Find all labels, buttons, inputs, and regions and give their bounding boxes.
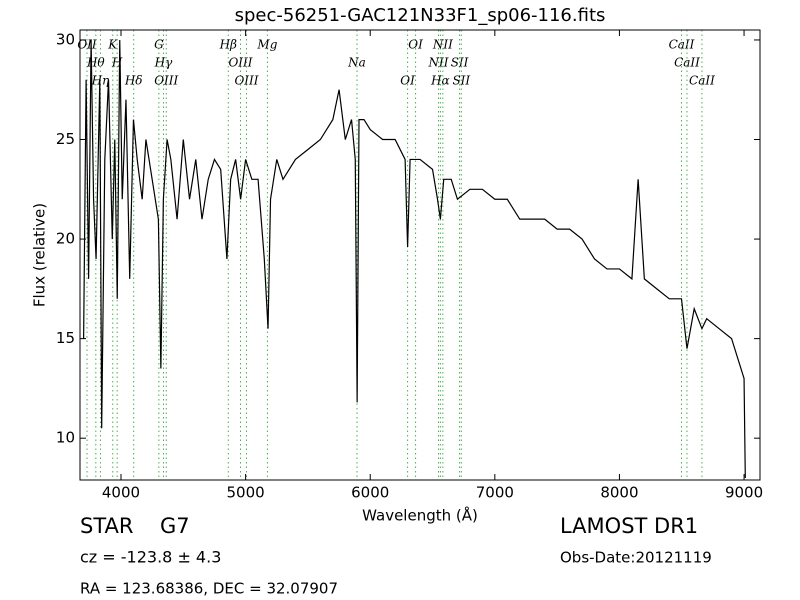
y-tick-label: 10 [56,429,75,447]
redshift: cz = -123.8 ± 4.3 [80,548,221,567]
spectral-line-label: OIII [154,74,178,88]
spectral-line-label: Na [347,56,366,70]
spectral-line-label: K [107,38,118,52]
spectral-line-label: G [154,38,164,52]
spectral-line-label: SII [451,56,469,70]
plot-frame [79,29,761,481]
y-axis-label: Flux (relative) [31,203,49,307]
spectral-line-label: OII [77,38,97,52]
survey: LAMOST DR1 [560,514,698,538]
x-tick-label: 8000 [600,484,638,502]
spectrum-line [83,39,746,479]
y-tick-label: 25 [56,130,75,148]
x-tick-label: 4000 [102,484,140,502]
spectral-line-label: CaII [669,38,695,52]
spectral-line-label: Mg [256,38,277,52]
y-tick-label: 20 [56,230,75,248]
spectral-line-label: OI [400,74,415,88]
coordinates: RA = 123.68386, DEC = 32.07907 [80,580,338,598]
x-tick-label: 9000 [725,484,763,502]
object-class: STAR [80,514,133,538]
x-tick-label: 7000 [476,484,514,502]
object-subclass: G7 [160,514,190,538]
spectral-line-label: Hθ [86,56,105,70]
y-tick-label: 30 [56,30,75,48]
spectral-line-label: Hγ [154,56,173,70]
x-tick-label: 6000 [351,484,389,502]
spectral-line-label: Hδ [124,74,143,88]
y-tick-label: 15 [56,329,75,347]
spectral-line-label: Hβ [219,38,237,52]
spectral-line-label: NII [432,38,453,52]
obs-date: Obs-Date:20121119 [560,549,712,567]
spectral-line-label: OIII [234,74,258,88]
spectral-line-label: SII [452,74,470,88]
spectral-line-label: CaII [674,56,700,70]
spectral-line-label: OIII [228,56,252,70]
spectral-line-label: Hα [430,74,450,88]
spectral-line-label: OI [408,38,423,52]
spectral-line-label: H [111,56,123,70]
chart-title: spec-56251-GAC121N33F1_sp06-116.fits [235,5,606,26]
x-tick-label: 5000 [227,484,265,502]
x-axis-label: Wavelength (Å) [362,506,478,525]
spectral-line-label: NII [428,56,449,70]
spectral-line-label: CaII [689,74,715,88]
